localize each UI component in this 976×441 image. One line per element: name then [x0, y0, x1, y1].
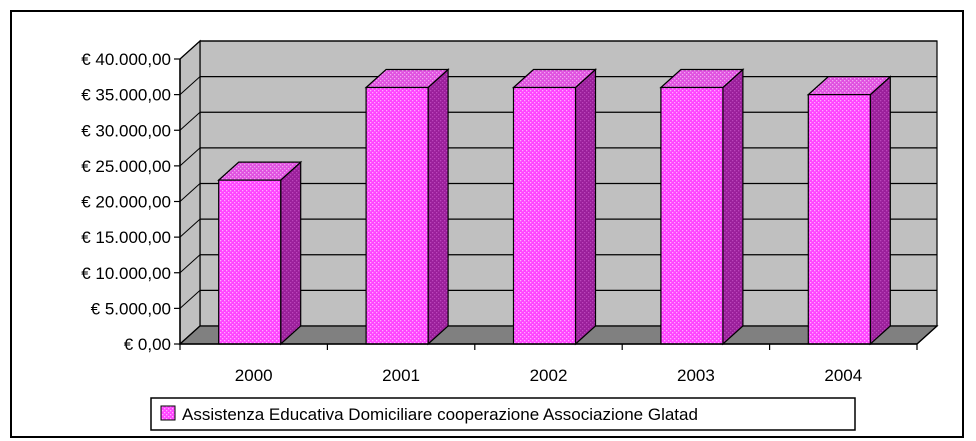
x-tick-labels: 2000 2001 2002 2003 2004	[235, 366, 862, 385]
bar-2003	[659, 68, 745, 346]
gridline-side	[179, 218, 201, 238]
x-tick-label: 2000	[235, 366, 273, 385]
y-tick-label: € 20.000,00	[81, 193, 171, 212]
bar-2001	[364, 68, 450, 346]
y-tick-label: € 25.000,00	[81, 157, 171, 176]
y-tick-labels: € 0,00 € 5.000,00 € 10.000,00 € 15.000,00 € …	[81, 50, 171, 354]
bar-2000	[217, 160, 303, 346]
bar-side	[280, 160, 302, 346]
bar-front	[807, 94, 871, 345]
y-tick-label: € 30.000,00	[81, 121, 171, 140]
floor-edge	[916, 325, 938, 345]
bar-front	[218, 179, 282, 345]
y-tick-label: € 40.000,00	[81, 50, 171, 69]
y-tick-label: € 5.000,00	[91, 299, 171, 318]
legend: Assistenza Educativa Domiciliare coopera…	[150, 397, 856, 431]
bars	[217, 68, 892, 346]
gridline-side	[179, 325, 201, 345]
x-tick-label: 2002	[530, 366, 568, 385]
legend-swatch	[160, 405, 176, 421]
gridline-side	[179, 76, 201, 95]
bar-front	[660, 86, 724, 345]
x-tick-label: 2004	[824, 366, 862, 385]
bar-side	[722, 68, 744, 346]
gridline-side	[179, 40, 201, 60]
x-tick-label: 2001	[382, 366, 420, 385]
legend-box	[150, 397, 856, 431]
bar-2002	[511, 68, 598, 346]
legend-label: Assistenza Educativa Domiciliare coopera…	[182, 405, 698, 424]
bar-side	[574, 68, 597, 346]
bar-side	[869, 75, 891, 346]
bar-2004	[806, 75, 892, 346]
gridline-side	[179, 254, 201, 274]
gridline-side	[179, 147, 201, 167]
axes	[174, 58, 938, 350]
y-tick-label: € 35.000,00	[81, 86, 171, 105]
y-tick-label: € 0,00	[124, 335, 171, 354]
gridline-side	[179, 111, 201, 131]
y-tick-label: € 15.000,00	[81, 228, 171, 247]
bar-front	[365, 86, 429, 345]
x-tick-label: 2003	[677, 366, 715, 385]
bar-side	[427, 68, 449, 346]
y-tick-label: € 10.000,00	[81, 264, 171, 283]
gridline-side	[179, 183, 201, 202]
bar-front	[512, 86, 577, 345]
gridline-side	[179, 290, 201, 309]
